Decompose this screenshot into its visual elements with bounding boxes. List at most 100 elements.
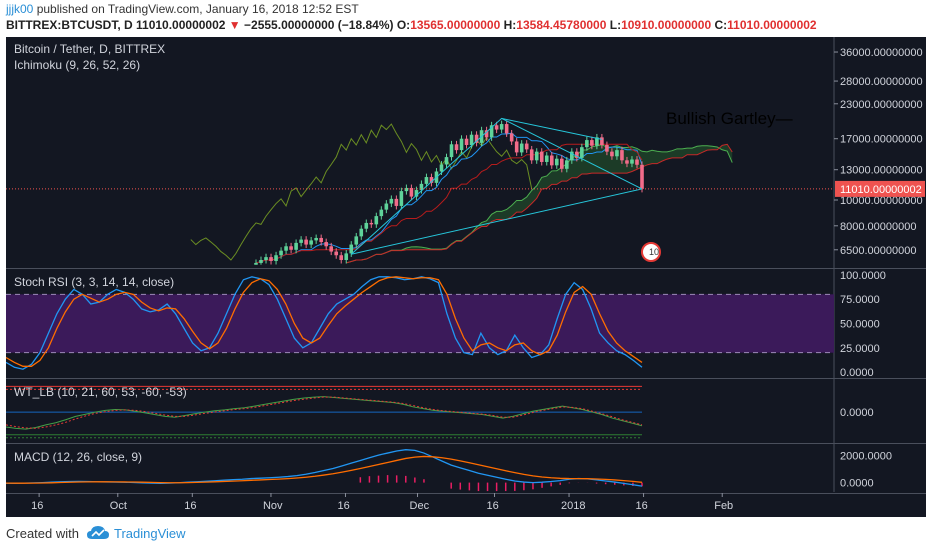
candle xyxy=(625,160,629,164)
price-tick-label: 23000.00000000 xyxy=(840,99,923,111)
candle xyxy=(349,244,354,254)
candle xyxy=(554,158,559,166)
candle xyxy=(590,140,594,146)
stoch-line xyxy=(5,276,643,367)
tradingview-cloud-icon[interactable] xyxy=(86,525,110,541)
candle xyxy=(389,198,394,204)
stoch-tick-label: 25.0000 xyxy=(840,343,880,355)
date-tick-label: Dec xyxy=(410,500,430,512)
candle xyxy=(444,157,449,165)
stoch-band xyxy=(6,294,834,353)
price-change: −2555.00000000 (−18.84%) xyxy=(244,18,394,32)
candle xyxy=(324,242,328,247)
candle xyxy=(274,255,278,261)
candle xyxy=(254,262,258,265)
event-badge xyxy=(641,242,661,262)
bullish-gartley-annotation: Bullish Gartley— xyxy=(666,109,793,128)
candle xyxy=(394,198,399,206)
candle xyxy=(630,159,634,164)
candle xyxy=(359,228,364,237)
candle xyxy=(404,187,409,192)
candle xyxy=(344,253,349,260)
candle xyxy=(449,144,454,158)
candle xyxy=(379,209,384,217)
candle xyxy=(304,239,308,245)
candle xyxy=(544,155,549,162)
pattern-line-lower xyxy=(351,188,643,255)
symbol-ohlc-line: BITTREX:BTCUSDT, D 11010.00000002 ▼ −255… xyxy=(6,18,817,32)
candle xyxy=(549,155,554,166)
candle xyxy=(294,242,298,250)
candle xyxy=(269,257,273,261)
candle xyxy=(439,164,444,172)
high-label: H: xyxy=(503,18,517,32)
ichimoku-tenkan xyxy=(255,132,643,264)
candle xyxy=(364,222,369,229)
candle xyxy=(524,143,529,150)
candle xyxy=(414,190,419,197)
candle xyxy=(259,259,263,263)
candle xyxy=(610,151,614,157)
candle xyxy=(354,236,359,245)
date-tick-label: 16 xyxy=(184,500,196,512)
wt-line xyxy=(5,396,643,429)
ichimoku-span-a xyxy=(346,144,733,264)
macd-tick-label: 2000.0000 xyxy=(840,451,892,463)
candle xyxy=(529,149,534,161)
close-label: C: xyxy=(714,18,728,32)
candle xyxy=(539,151,544,162)
date-tick-label: 16 xyxy=(636,500,648,512)
candle xyxy=(339,255,344,260)
candle xyxy=(494,125,499,130)
publish-line: jjjk00 published on TradingView.com, Jan… xyxy=(6,2,359,16)
price-tick-label: 6500.00000000 xyxy=(840,245,916,257)
candle xyxy=(489,125,494,138)
stoch-line xyxy=(5,276,643,370)
candle xyxy=(419,183,424,191)
candle xyxy=(319,237,323,243)
low-label: L: xyxy=(609,18,622,32)
high-value: 13584.45780000 xyxy=(516,18,607,32)
candle xyxy=(424,177,429,184)
ichimoku-span-b xyxy=(346,143,733,264)
candle xyxy=(289,246,293,250)
candle xyxy=(559,158,564,169)
date-tick-label: 16 xyxy=(31,500,43,512)
tradingview-link[interactable]: TradingView xyxy=(114,526,186,541)
candle xyxy=(309,240,313,245)
footer: Created with TradingView xyxy=(0,518,932,550)
stoch-tick-label: 75.0000 xyxy=(840,294,880,306)
chart-canvas[interactable]: 36000.00000000 28000.00000000 23000.000000… xyxy=(5,37,926,517)
candle xyxy=(334,251,339,256)
author-link[interactable]: jjjk00 xyxy=(6,2,34,16)
date-tick-label: Feb xyxy=(714,500,733,512)
stoch-tick-label: 0.0000 xyxy=(840,367,874,379)
candle xyxy=(504,124,509,134)
last-price-label: 11010.00000002 xyxy=(840,184,922,196)
candle xyxy=(620,150,624,161)
down-arrow-icon: ▼ xyxy=(228,18,241,32)
candle xyxy=(264,257,268,260)
candle xyxy=(635,159,639,165)
candle xyxy=(329,246,333,252)
date-tick-label: 16 xyxy=(487,500,499,512)
candle xyxy=(570,151,574,161)
wt-tick-label: 0.0000 xyxy=(840,407,874,419)
ichimoku-label: Ichimoku (9, 26, 52, 26) xyxy=(14,58,140,72)
candle xyxy=(374,216,379,225)
open-label: O: xyxy=(396,18,411,32)
candle xyxy=(615,150,619,157)
candle xyxy=(369,222,374,225)
candle xyxy=(464,138,469,145)
publish-header: jjjk00 published on TradingView.com, Jan… xyxy=(0,0,932,38)
last-price: 11010.00000002 xyxy=(136,18,226,32)
chart-background xyxy=(6,37,926,517)
candle xyxy=(514,141,519,153)
macd-tick-label: 0.0000 xyxy=(840,478,874,490)
stoch-tick-label: 50.0000 xyxy=(840,319,880,331)
price-tick-label: 13000.00000000 xyxy=(840,165,923,177)
candle xyxy=(595,137,599,146)
candle xyxy=(399,191,404,206)
date-tick-label: 16 xyxy=(337,500,349,512)
chart-area[interactable]: 36000.00000000 28000.00000000 23000.000000… xyxy=(5,37,926,517)
